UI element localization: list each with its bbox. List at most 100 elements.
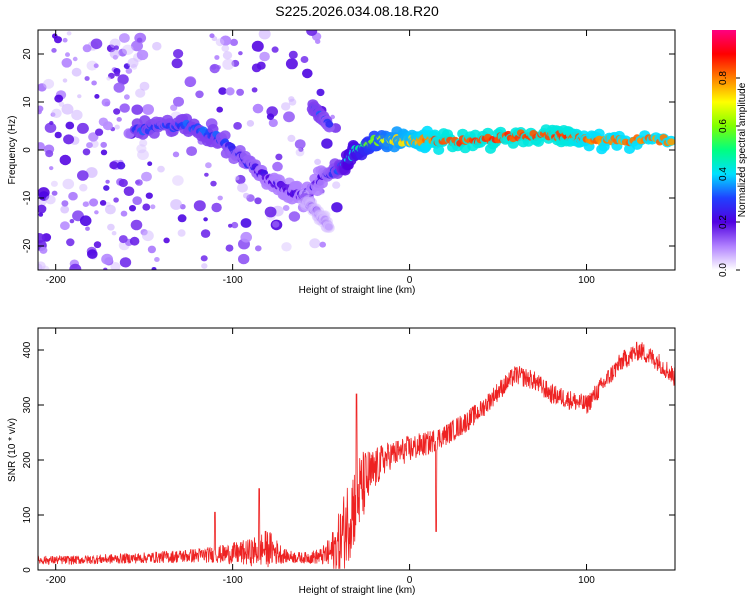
- snr-x-tick-label: 100: [578, 575, 595, 586]
- spectrogram-cell: [69, 219, 75, 224]
- spectrogram-cell: [71, 67, 82, 77]
- spectrogram-cell: [52, 33, 58, 39]
- spectrogram-cells: [38, 30, 675, 270]
- spectrogram-cell: [66, 31, 72, 36]
- spectrogram-cell: [177, 229, 186, 237]
- spectrogram-cell: [61, 200, 69, 207]
- colorbar-tick-label: 0.8: [718, 71, 729, 85]
- spectrogram-cell: [119, 33, 130, 43]
- spectrogram-cell: [63, 134, 75, 145]
- spectrogram-cell: [118, 178, 128, 188]
- spectrogram-cell: [302, 68, 313, 79]
- spectrogram-cell: [319, 241, 327, 248]
- spectrogram-cell: [314, 158, 321, 165]
- spectrogram-cell: [43, 78, 55, 89]
- spectrogram-cell: [291, 180, 303, 191]
- spectrogram-cell: [101, 98, 111, 107]
- spectrogram-cell: [201, 263, 208, 269]
- spectrogram-cell: [170, 199, 183, 210]
- spectrogram-cell: [60, 205, 70, 214]
- spectrogram-cell: [145, 192, 153, 199]
- spectrogram-cell: [125, 67, 133, 74]
- spectrogram-cell: [113, 108, 121, 115]
- spectrogram-cell: [91, 80, 97, 86]
- spectrogram-cell: [272, 221, 280, 228]
- spectrogram-cell: [136, 37, 143, 43]
- spectrogram-cell: [294, 139, 306, 150]
- spectrogram-cell: [103, 267, 108, 270]
- spectrogram-cell: [124, 94, 130, 100]
- spectrogram-cell: [82, 201, 89, 207]
- spectrogram-cell: [225, 87, 235, 96]
- colorbar-tick-label: 0.6: [718, 119, 729, 133]
- spectrogram-cell: [152, 41, 162, 51]
- spectrogram-cell: [271, 46, 279, 53]
- spectrogram-cell: [186, 146, 198, 157]
- spectrogram-cell: [209, 63, 220, 74]
- spectrogram-cell: [157, 165, 165, 173]
- spectrogram-cell: [101, 253, 113, 265]
- spectrogram-cell: [266, 113, 275, 120]
- spectrogram-cell: [49, 121, 54, 125]
- spectrogram-cell: [88, 132, 99, 142]
- spectrogram-cell: [172, 175, 184, 186]
- spectrogram-cell: [131, 104, 143, 115]
- spectrogram-cell: [251, 87, 258, 93]
- spectrogram-cell: [60, 221, 70, 231]
- spectrogram-x-ticks: -200 -100 0 100: [46, 30, 595, 286]
- spectrogram-x-tick-label: 100: [578, 275, 595, 286]
- spectrogram-cell: [116, 117, 122, 122]
- spectrogram-cell: [107, 223, 115, 231]
- spectrogram-cell: [62, 78, 68, 83]
- spectrogram-cell: [86, 142, 93, 149]
- spectrogram-cell: [109, 161, 119, 170]
- spectrogram-cell: [251, 40, 264, 52]
- spectrogram-cell: [114, 71, 120, 77]
- spectrogram-cell: [204, 172, 209, 177]
- spectrogram-cell: [214, 55, 220, 60]
- spectrogram-cell: [38, 204, 47, 214]
- spectrogram-cell: [288, 50, 298, 59]
- spectrogram-y-tick-label: 10: [22, 96, 33, 108]
- spectrogram-cell: [283, 111, 295, 123]
- spectrogram-cell: [82, 148, 91, 156]
- spectrogram-cell: [309, 238, 321, 249]
- spectrogram-cell: [272, 161, 283, 172]
- spectrogram-cell: [68, 191, 78, 201]
- spectrogram-cell: [77, 94, 82, 99]
- spectrogram-cell: [231, 221, 239, 229]
- spectrogram-cell: [38, 261, 46, 270]
- spectrogram-cell: [142, 230, 154, 242]
- spectrogram-cell: [118, 235, 128, 244]
- spectrogram-cell: [142, 203, 151, 211]
- snr-x-ticks: -200 -100 0 100: [46, 328, 595, 586]
- spectrogram-cell: [45, 195, 56, 205]
- spectrogram-cell: [172, 151, 180, 158]
- spectrogram-cell: [38, 142, 45, 151]
- spectrogram-cell: [38, 212, 44, 217]
- spectrogram-cell: [61, 58, 73, 68]
- spectrogram-cell: [233, 122, 242, 130]
- spectrogram-cell: [93, 241, 102, 249]
- spectrogram-cell: [154, 257, 160, 262]
- spectrogram-cell: [225, 244, 234, 252]
- spectrogram-cell: [287, 134, 296, 142]
- spectrogram-cell: [113, 82, 125, 93]
- spectrogram-cell: [139, 81, 150, 91]
- spectrogram-cell: [288, 211, 301, 222]
- spectrogram-cell: [69, 263, 82, 270]
- spectrogram-cell: [193, 200, 206, 212]
- spectrogram-cell: [100, 149, 108, 156]
- figure-title: S225.2026.034.08.18.R20: [275, 3, 439, 19]
- spectrogram-cell: [123, 186, 135, 196]
- snr-x-tick-label: -200: [46, 575, 66, 586]
- spectrogram-cell: [217, 195, 223, 201]
- spectrogram-y-label: Frequency (Hz): [7, 116, 18, 185]
- spectrogram-cell: [236, 88, 245, 96]
- spectrogram-cell: [216, 106, 223, 113]
- spectrogram-cell: [240, 218, 252, 228]
- spectrogram-cell: [136, 49, 149, 61]
- spectrogram-cell: [110, 262, 121, 270]
- spectrogram-cell: [59, 154, 71, 166]
